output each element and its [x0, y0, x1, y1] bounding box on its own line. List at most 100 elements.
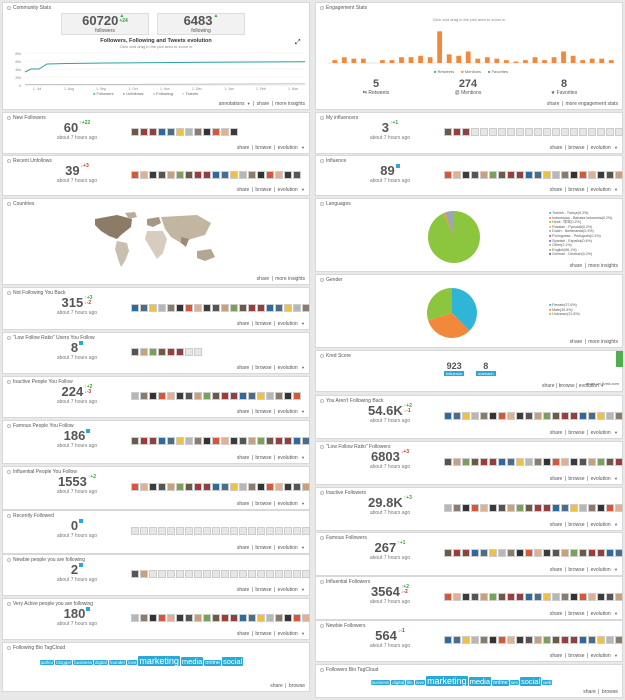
bar-mentions[interactable]	[341, 57, 347, 63]
avatar[interactable]	[480, 504, 488, 512]
bar-mentions[interactable]	[418, 55, 423, 63]
stat-block[interactable]: 60↑+22 about 7 hours ago	[47, 121, 107, 142]
pie-slice-minor[interactable]	[443, 212, 454, 237]
avatar[interactable]	[525, 412, 533, 420]
avatar[interactable]	[453, 504, 461, 512]
avatar[interactable]	[140, 614, 148, 622]
share-link[interactable]: share	[236, 545, 250, 551]
avatar[interactable]	[257, 304, 265, 312]
avatar[interactable]	[498, 412, 506, 420]
bar-mentions[interactable]	[360, 58, 366, 63]
stat-block[interactable]: 3564↑+2 ↓-2 about 7 hours ago	[360, 585, 420, 606]
avatar[interactable]	[275, 614, 283, 622]
chevron-down-icon[interactable]: ▼	[614, 476, 618, 481]
evolution-link[interactable]: evolution	[277, 145, 298, 151]
evolution-link[interactable]: evolution	[590, 653, 611, 659]
avatar[interactable]	[248, 304, 256, 312]
avatar[interactable]	[158, 392, 166, 400]
share-link[interactable]: share	[256, 276, 270, 282]
avatar[interactable]	[444, 412, 452, 420]
avatar[interactable]	[302, 304, 310, 312]
share-link[interactable]: share	[236, 365, 250, 371]
avatar[interactable]	[275, 171, 283, 179]
avatar[interactable]	[453, 128, 461, 136]
avatar[interactable]	[588, 412, 596, 420]
browse-link[interactable]: browse	[255, 409, 272, 415]
avatar[interactable]	[615, 171, 623, 179]
avatar[interactable]	[516, 549, 524, 557]
avatar[interactable]	[453, 549, 461, 557]
community-chart[interactable]: 80k 60k 40k 20k 0 1. Jul 1. Aug 1. Sep 1…	[7, 47, 307, 91]
browse-link[interactable]: browse	[255, 631, 272, 637]
more-insights-link[interactable]: more insights	[588, 339, 618, 345]
chevron-down-icon[interactable]: ▼	[301, 365, 305, 370]
tag-media[interactable]: media	[468, 677, 492, 686]
bar-mentions[interactable]	[456, 55, 462, 63]
avatar[interactable]	[570, 636, 578, 644]
avatar[interactable]	[284, 614, 292, 622]
chevron-down-icon[interactable]: ▼	[614, 430, 618, 435]
avatar[interactable]	[167, 128, 175, 136]
avatar[interactable]	[284, 304, 292, 312]
avatar[interactable]	[543, 504, 551, 512]
browse-link[interactable]: browse	[255, 587, 272, 593]
avatar[interactable]	[471, 636, 479, 644]
avatar[interactable]	[131, 392, 139, 400]
avatar[interactable]	[221, 483, 229, 491]
avatar[interactable]	[534, 593, 542, 601]
chevron-down-icon[interactable]: ▼	[614, 187, 618, 192]
bar-mentions[interactable]	[599, 58, 605, 63]
avatar[interactable]	[561, 549, 569, 557]
stat-block[interactable]: 186 about 7 hours ago	[47, 429, 107, 449]
avatar[interactable]	[507, 549, 515, 557]
avatar[interactable]	[149, 437, 157, 445]
bar-mentions[interactable]	[427, 57, 433, 63]
avatar[interactable]	[489, 593, 497, 601]
browse-link[interactable]: browse	[568, 567, 585, 573]
avatar[interactable]	[498, 458, 506, 466]
avatar[interactable]	[212, 392, 220, 400]
bar-mentions[interactable]	[408, 57, 414, 63]
avatar[interactable]	[588, 458, 596, 466]
browse-link[interactable]: browse	[568, 476, 585, 482]
avatar[interactable]	[552, 504, 560, 512]
avatar[interactable]	[293, 392, 301, 400]
avatar[interactable]	[579, 504, 587, 512]
avatar[interactable]	[131, 128, 139, 136]
evolution-link[interactable]: evolution	[277, 365, 298, 371]
avatar[interactable]	[140, 348, 148, 356]
avatar[interactable]	[158, 348, 166, 356]
avatar[interactable]	[194, 171, 202, 179]
avatar[interactable]	[471, 593, 479, 601]
share-link[interactable]: share	[549, 522, 563, 528]
avatar[interactable]	[588, 549, 596, 557]
avatar[interactable]	[489, 549, 497, 557]
avatar[interactable]	[221, 437, 229, 445]
avatar[interactable]	[176, 483, 184, 491]
avatar[interactable]	[149, 348, 157, 356]
avatar[interactable]	[221, 304, 229, 312]
avatar[interactable]	[203, 614, 211, 622]
bar-mentions[interactable]	[561, 51, 566, 63]
browse-link[interactable]: browse	[568, 611, 585, 617]
avatar[interactable]	[579, 593, 587, 601]
avatar[interactable]	[534, 412, 542, 420]
map-australia[interactable]	[197, 249, 215, 261]
stat-block[interactable]: 267↑+1 about 7 hours ago	[360, 541, 420, 562]
avatar[interactable]	[158, 614, 166, 622]
avatar[interactable]	[552, 593, 560, 601]
stat-block[interactable]: 3↑+1 about 7 hours ago	[360, 121, 420, 142]
stat-block[interactable]: 564↓-1 about 7 hours ago	[360, 629, 420, 650]
avatar[interactable]	[293, 437, 301, 445]
avatar[interactable]	[266, 483, 274, 491]
tag-digital[interactable]: digital	[391, 680, 406, 685]
avatar[interactable]	[561, 458, 569, 466]
chevron-down-icon[interactable]: ▼	[301, 187, 305, 192]
map-greenland[interactable]	[125, 212, 137, 219]
kred-outreach[interactable]: 8 outreach	[476, 361, 496, 376]
kred-more-link[interactable]: more on Kred.com	[586, 381, 619, 386]
tag-online[interactable]: online	[492, 680, 509, 686]
avatar[interactable]	[489, 636, 497, 644]
avatar[interactable]	[149, 128, 157, 136]
avatar[interactable]	[203, 483, 211, 491]
